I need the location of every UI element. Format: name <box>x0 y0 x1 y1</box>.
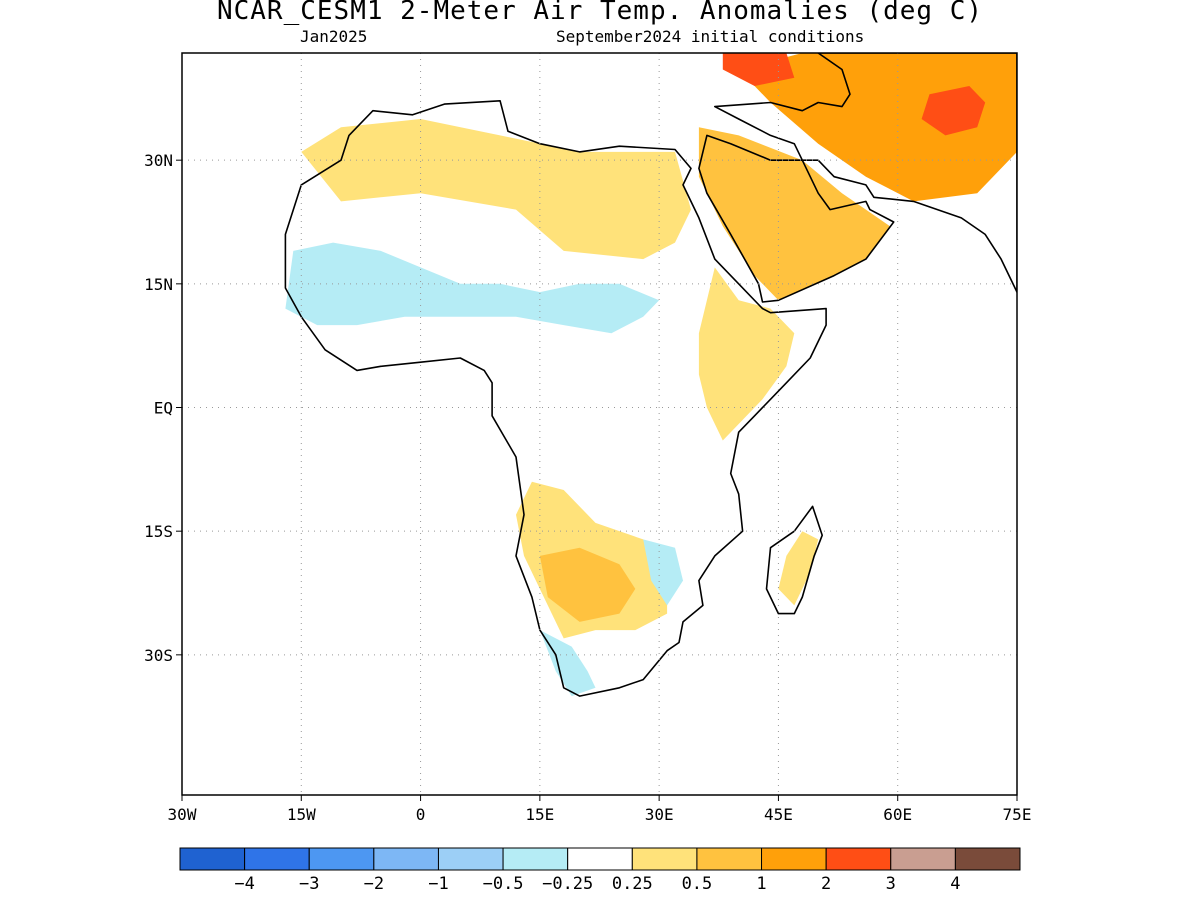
coastline-arabia <box>698 134 895 303</box>
colorbar: −4 −3 −2 −1 −0.5 −0.25 0.25 0.5 1 2 3 4 <box>179 847 1021 894</box>
colorbar-swatch <box>373 847 439 871</box>
colorbar-label: −3 <box>299 874 319 894</box>
lon-tick-label: 30E <box>645 805 674 824</box>
anomaly-region-namibia-warm <box>539 547 636 622</box>
coastline-asia <box>714 53 1017 293</box>
colorbar-swatch <box>244 847 310 871</box>
colorbar-label: −4 <box>234 874 254 894</box>
colorbar-swatch <box>954 847 1021 871</box>
graticule <box>182 53 1017 795</box>
colorbar-swatch <box>502 847 569 871</box>
anomaly-region-south-africa-cool <box>539 630 596 697</box>
colorbar-label: 0.25 <box>612 874 653 894</box>
anomaly-region-west-africa-cool <box>285 242 660 334</box>
anomaly-region-hot-spot-afghanistan <box>921 86 986 136</box>
anomaly-fill-layer <box>285 53 1017 697</box>
anomaly-region-mozambique-cool <box>643 539 683 606</box>
coastline-madagascar <box>765 505 823 615</box>
axis-ticks: 30W 15W 0 15E 30E 45E 60E 75E 30N 15N EQ 15S 30S <box>144 151 1031 824</box>
lon-tick-label: 75E <box>1003 805 1032 824</box>
colorbar-swatch <box>179 847 246 871</box>
anomaly-region-arabia-warm <box>698 127 890 301</box>
initial-conditions: September2024 initial conditions <box>556 27 865 46</box>
lat-tick-label: 15N <box>144 275 173 294</box>
colorbar-swatch <box>761 847 827 871</box>
anomaly-region-north-africa-warm <box>301 119 691 260</box>
lon-tick-label: 30W <box>168 805 197 824</box>
colorbar-label: 0.5 <box>682 874 713 894</box>
lon-tick-label: 45E <box>764 805 793 824</box>
lat-tick-label: EQ <box>154 399 173 418</box>
colorbar-swatch <box>437 847 504 871</box>
map-title: NCAR_CESM1 2-Meter Air Temp. Anomalies (… <box>216 0 984 26</box>
anomaly-region-hot-spot-caucasus <box>722 53 795 86</box>
colorbar-swatch <box>696 847 763 871</box>
colorbar-label: −0.25 <box>542 874 593 894</box>
colorbar-label: −1 <box>428 874 448 894</box>
colorbar-label: 4 <box>950 874 960 894</box>
coastline-layer <box>284 53 1017 697</box>
anomaly-region-central-asia-warm <box>738 53 1017 202</box>
colorbar-label: −0.5 <box>483 874 524 894</box>
anomaly-region-madagascar-warm <box>778 531 819 606</box>
forecast-month: Jan2025 <box>300 27 368 46</box>
colorbar-swatch <box>890 847 956 871</box>
lat-tick-label: 30S <box>144 646 173 665</box>
anomaly-region-east-africa-warm <box>698 267 795 441</box>
colorbar-swatch <box>567 847 633 871</box>
colorbar-swatch <box>631 847 698 871</box>
colorbar-swatch <box>825 847 892 871</box>
lat-tick-label: 30N <box>144 151 173 170</box>
lon-tick-label: 15W <box>287 805 316 824</box>
lat-tick-label: 15S <box>144 522 173 541</box>
map-frame <box>181 52 1018 796</box>
colorbar-swatch <box>308 847 375 871</box>
lon-tick-label: 0 <box>416 805 426 824</box>
coastline-africa <box>284 100 827 697</box>
colorbar-label: 3 <box>886 874 896 894</box>
colorbar-label: 2 <box>821 874 831 894</box>
lon-tick-label: 15E <box>525 805 554 824</box>
lon-tick-label: 60E <box>883 805 912 824</box>
colorbar-label: 1 <box>756 874 766 894</box>
colorbar-label: −2 <box>364 874 384 894</box>
